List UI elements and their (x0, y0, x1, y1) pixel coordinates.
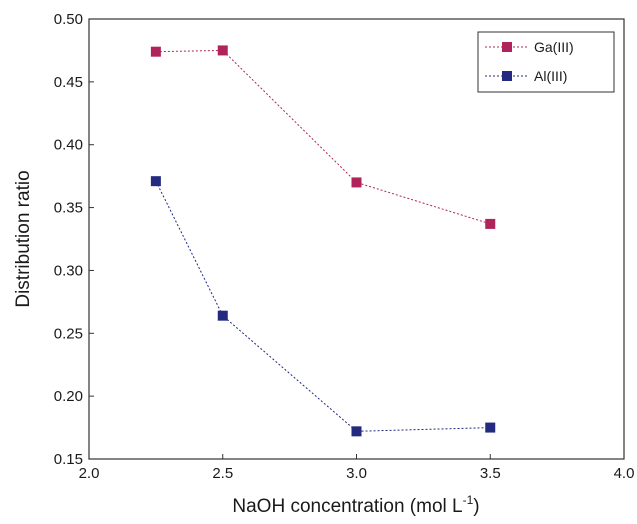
x-tick-label: 3.5 (480, 465, 501, 482)
data-point (351, 177, 362, 188)
data-point (217, 45, 228, 56)
series-Al(III) (150, 176, 496, 437)
x-axis-title: NaOH concentration (mol L-1) (232, 493, 479, 517)
legend: Ga(III) Al(III) (477, 31, 615, 93)
x-tick-label: 3.0 (346, 465, 367, 482)
data-point (485, 422, 496, 433)
y-axis-title: Distribution ratio (13, 170, 34, 307)
y-tick-label: 0.50 (54, 11, 83, 28)
series-layer (150, 45, 496, 437)
series-line (155, 180, 491, 432)
legend-box (477, 31, 615, 93)
series-line (155, 49, 491, 225)
x-tick-label: 4.0 (614, 465, 635, 482)
ticks: 2.0 2.5 3.0 3.5 4.0 0.15 0.20 0.25 0.30 0.35 0.40 0… (54, 11, 635, 482)
legend-label-ga: Ga(III) (534, 39, 574, 55)
x-tick-label: 2.0 (79, 465, 100, 482)
y-tick-label: 0.40 (54, 137, 83, 154)
series-Ga(III) (150, 45, 496, 229)
y-tick-label: 0.15 (54, 451, 83, 468)
y-tick-label: 0.20 (54, 388, 83, 405)
data-point (150, 46, 161, 57)
legend-marker-al (502, 71, 512, 81)
data-point (217, 310, 228, 321)
legend-label-al: Al(III) (534, 68, 567, 84)
data-point (485, 218, 496, 229)
legend-marker-ga (502, 42, 512, 52)
data-point (150, 176, 161, 187)
y-tick-label: 0.45 (54, 74, 83, 91)
y-tick-label: 0.30 (54, 262, 83, 279)
x-axis-title-superscript: -1 (463, 493, 474, 507)
y-tick-label: 0.35 (54, 200, 83, 217)
data-point (351, 426, 362, 437)
x-tick-label: 2.5 (212, 465, 233, 482)
y-tick-label: 0.25 (54, 325, 83, 342)
